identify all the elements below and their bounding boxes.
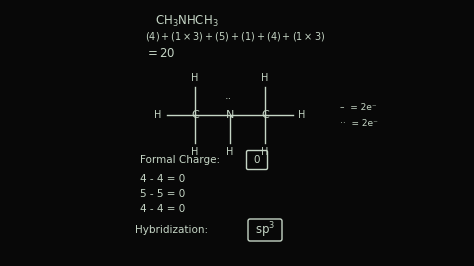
Text: C: C bbox=[191, 110, 199, 120]
Text: ··: ·· bbox=[224, 94, 232, 104]
Text: H: H bbox=[261, 147, 269, 157]
Text: H: H bbox=[298, 110, 306, 120]
Text: 4 - 4 = 0: 4 - 4 = 0 bbox=[140, 204, 185, 214]
Text: 0: 0 bbox=[254, 155, 260, 165]
Text: H: H bbox=[191, 147, 199, 157]
Text: H: H bbox=[155, 110, 162, 120]
Text: $= 20$: $= 20$ bbox=[145, 47, 175, 60]
Text: $(4)+(1\times3)+(5)+(1)+(4)+(1\times3)$: $(4)+(1\times3)+(5)+(1)+(4)+(1\times3)$ bbox=[145, 30, 325, 43]
Text: –  = 2e⁻: – = 2e⁻ bbox=[340, 103, 377, 113]
Text: H: H bbox=[261, 73, 269, 83]
Text: H: H bbox=[226, 147, 234, 157]
Text: Hybridization:: Hybridization: bbox=[135, 225, 211, 235]
Text: C: C bbox=[261, 110, 269, 120]
Text: N: N bbox=[226, 110, 234, 120]
Text: 4 - 4 = 0: 4 - 4 = 0 bbox=[140, 174, 185, 184]
Text: H: H bbox=[191, 73, 199, 83]
Text: Formal Charge:: Formal Charge: bbox=[140, 155, 223, 165]
Text: ··  = 2e⁻: ·· = 2e⁻ bbox=[340, 118, 378, 127]
Text: $\mathdefault{CH_3NHCH_3}$: $\mathdefault{CH_3NHCH_3}$ bbox=[155, 14, 219, 29]
Text: 5 - 5 = 0: 5 - 5 = 0 bbox=[140, 189, 185, 199]
Text: $\mathrm{sp^3}$: $\mathrm{sp^3}$ bbox=[255, 220, 275, 240]
